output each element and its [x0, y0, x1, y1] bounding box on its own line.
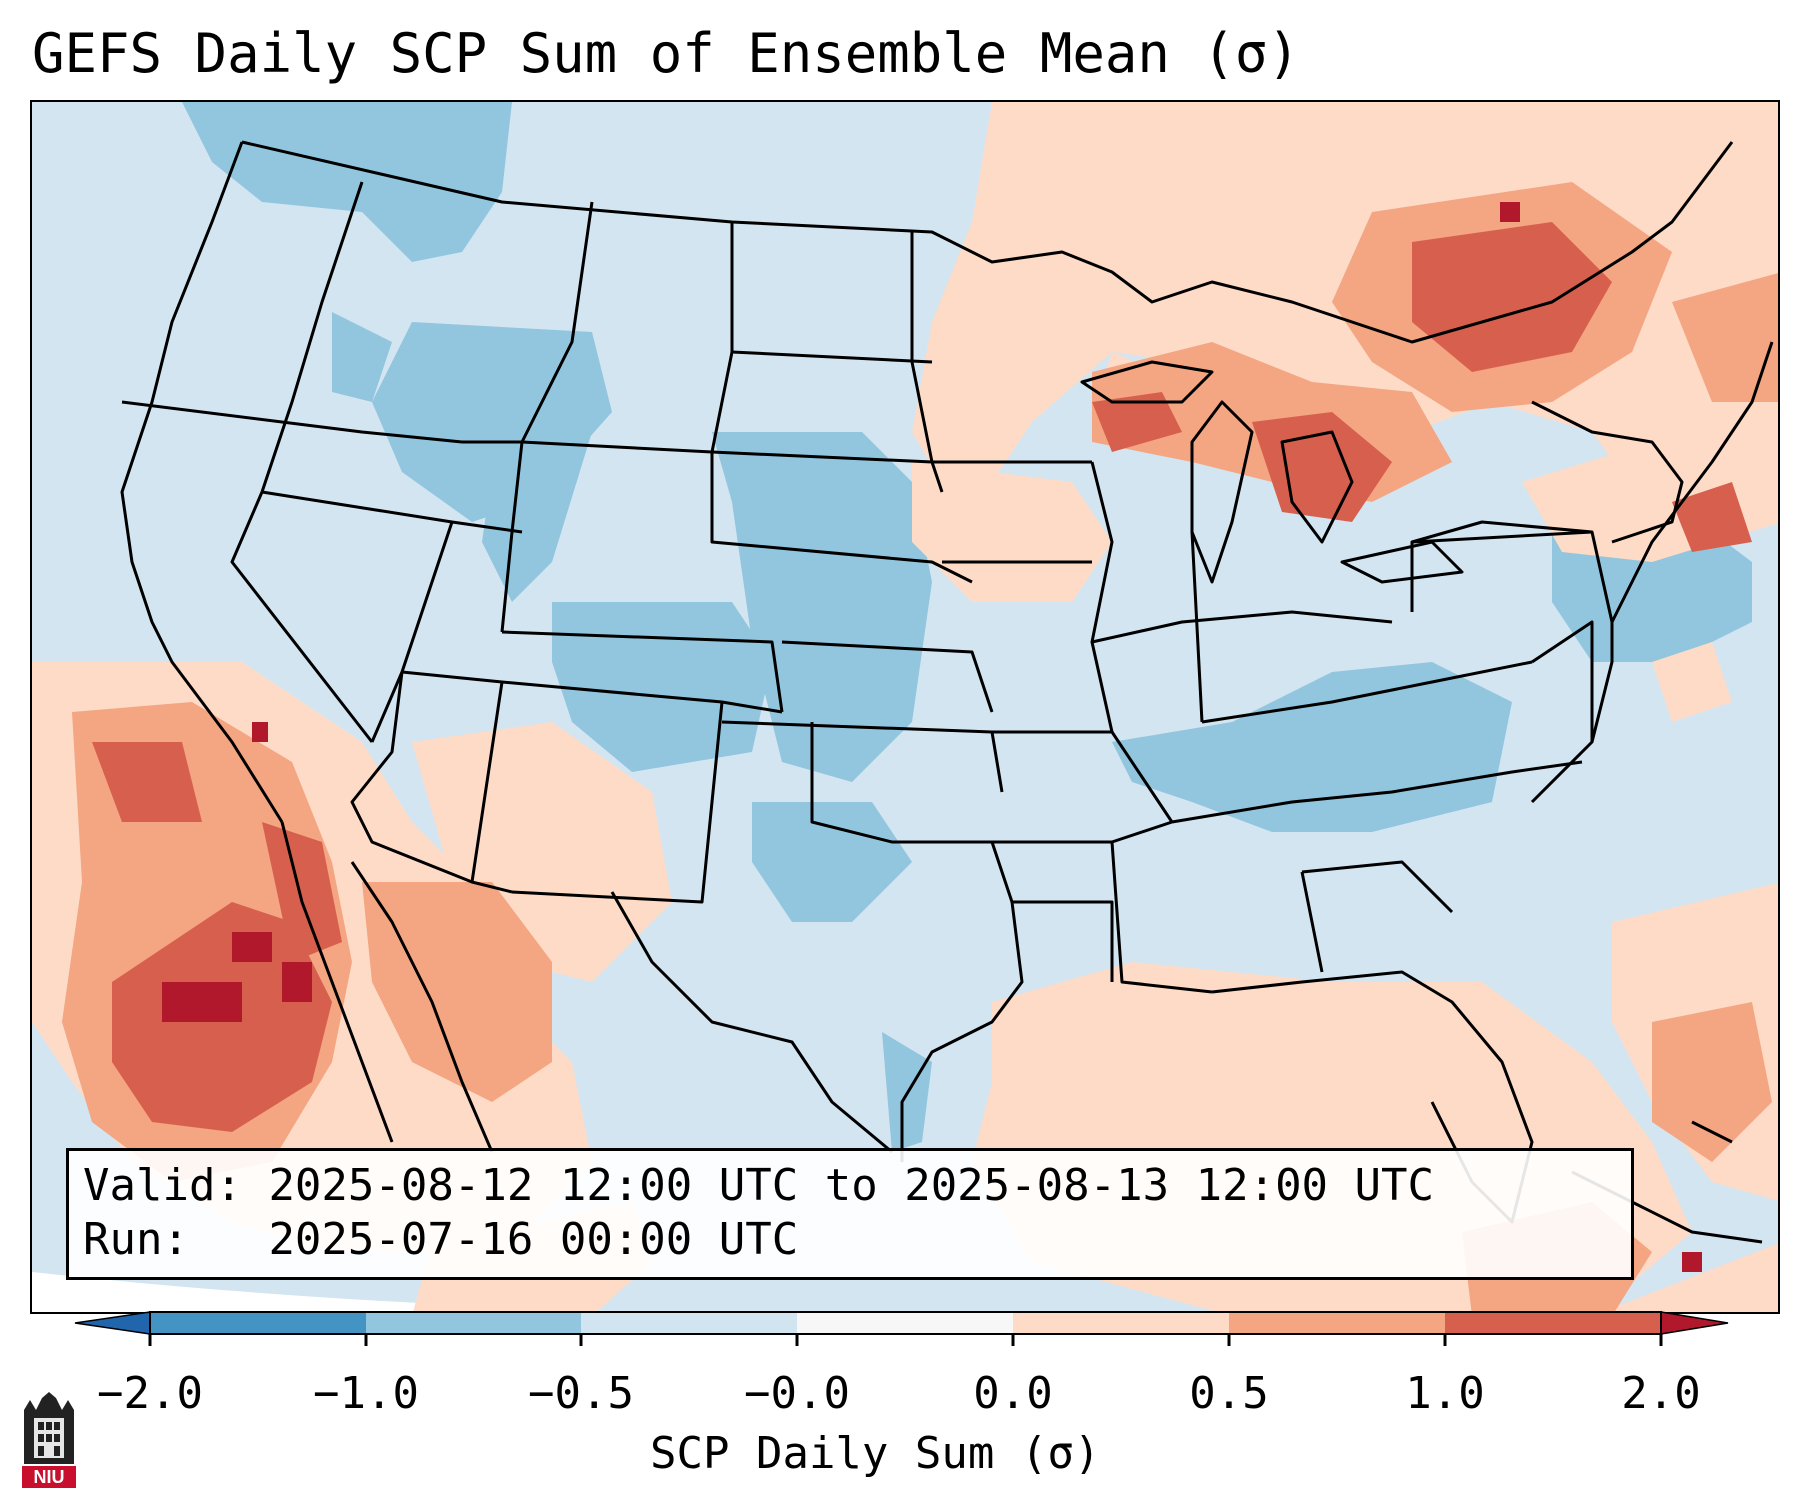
projection-edge	[32, 1272, 640, 1312]
valid-label: Valid:	[83, 1160, 269, 1211]
colorbar-tick-label: −2.0	[97, 1368, 203, 1419]
colorbar-bin	[581, 1312, 797, 1334]
run-value: 2025-07-16 00:00 UTC	[268, 1214, 799, 1265]
colorbar-bin	[1013, 1312, 1229, 1334]
niu-logo-icon: NIU	[22, 1392, 76, 1488]
colorbar	[74, 1311, 1729, 1346]
colorbar-bin	[797, 1312, 1013, 1334]
scp-map	[32, 102, 1778, 1312]
colorbar-tick-label: 2.0	[1621, 1368, 1701, 1419]
run-label: Run:	[83, 1214, 269, 1265]
positive-anomaly-extreme	[162, 202, 1702, 1272]
colorbar-tick-label: −0.0	[744, 1368, 850, 1419]
valid-value: 2025-08-12 12:00 UTC to 2025-08-13 12:00…	[268, 1160, 1435, 1211]
colorbar-bins	[74, 1311, 1729, 1335]
logo-text: NIU	[34, 1467, 65, 1487]
colorbar-bin	[366, 1312, 581, 1334]
colorbar-tick-label: 0.0	[973, 1368, 1053, 1419]
colorbar-tick-label: −0.5	[528, 1368, 634, 1419]
colorbar-label: SCP Daily Sum (σ)	[650, 1428, 1101, 1479]
positive-anomaly-strong	[92, 222, 1752, 1132]
colorbar-bin	[1445, 1312, 1661, 1334]
colorbar-bin	[74, 1311, 151, 1335]
map-panel	[30, 100, 1780, 1314]
colorbar-bin	[1229, 1312, 1445, 1334]
boundary-lines	[120, 140, 1774, 1244]
colorbar-ticks	[148, 1334, 1663, 1346]
colorbar-tick-label: 0.5	[1189, 1368, 1269, 1419]
colorbar-bin	[150, 1312, 366, 1334]
validity-info-box: Valid: 2025-08-12 12:00 UTC to 2025-08-1…	[66, 1148, 1634, 1280]
map-title: GEFS Daily SCP Sum of Ensemble Mean (σ)	[32, 22, 1300, 85]
colorbar-outline	[149, 1311, 1662, 1335]
colorbar-tick-label: −1.0	[313, 1368, 419, 1419]
colorbar-bin	[1660, 1311, 1729, 1335]
colorbar-tick-label: 1.0	[1405, 1368, 1485, 1419]
